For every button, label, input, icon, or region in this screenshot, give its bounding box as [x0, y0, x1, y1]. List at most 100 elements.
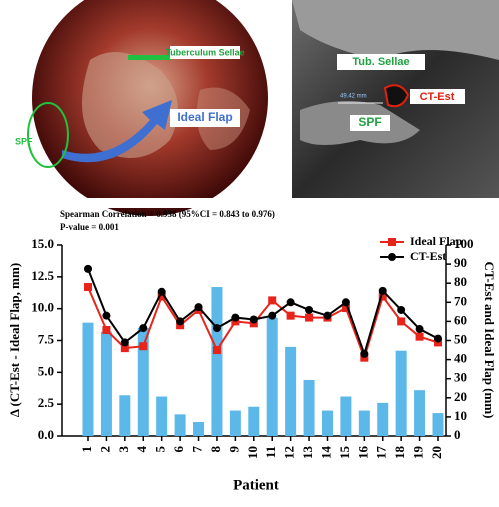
- bar: [229, 410, 241, 436]
- x-tick-label: 5: [153, 446, 168, 453]
- legend-marker: [388, 238, 396, 246]
- marker: [102, 325, 111, 334]
- line: [87, 286, 439, 361]
- x-tick-label: 2: [97, 446, 112, 453]
- marker: [120, 338, 129, 347]
- annotation: P-value = 0.001: [60, 222, 119, 232]
- marker: [323, 311, 332, 320]
- y2-axis-title: CT-Est and Ideal Flap (mm): [482, 262, 497, 419]
- marker: [84, 283, 92, 292]
- y-tick-label: 15.0: [31, 236, 54, 251]
- bar: [193, 421, 205, 436]
- y2-tick-label: 30: [454, 370, 467, 385]
- ct-image: Tub. Sellae CT-Est SPF 49.42 mm: [292, 0, 499, 198]
- x-tick-label: 3: [116, 446, 131, 453]
- marker: [378, 286, 387, 295]
- bar: [340, 396, 352, 436]
- marker: [415, 325, 424, 334]
- y2-tick-label: 80: [454, 274, 467, 289]
- bar: [303, 379, 315, 436]
- bar: [119, 395, 131, 436]
- marker: [84, 264, 92, 273]
- legend-marker: [388, 253, 396, 261]
- marker: [176, 317, 185, 326]
- y2-tick-label: 40: [454, 351, 467, 366]
- bar: [285, 346, 297, 436]
- x-tick-label: 10: [245, 446, 260, 459]
- marker: [139, 342, 148, 351]
- y2-tick-label: 60: [454, 312, 467, 327]
- y-axis-title: Δ (CT-Est - Ideal Flap, mm): [7, 263, 22, 417]
- label: Ideal Flap: [177, 110, 232, 124]
- marker: [102, 311, 111, 320]
- x-tick-label: 19: [411, 446, 426, 460]
- bar: [100, 331, 112, 436]
- y-tick-label: 2.5: [38, 395, 55, 410]
- x-tick-label: 4: [134, 446, 149, 453]
- marker: [139, 324, 148, 333]
- y2-tick-label: 100: [454, 236, 474, 251]
- y2-tick-label: 90: [454, 255, 467, 270]
- marker: [268, 296, 277, 305]
- label: 49.42 mm: [340, 94, 367, 100]
- marker: [286, 298, 295, 307]
- label: Tuberculum Sellae: [165, 47, 244, 57]
- y2-tick-label: 0: [454, 427, 461, 442]
- marker: [434, 334, 442, 343]
- label: Tub. Sellae: [352, 56, 409, 68]
- x-tick-label: 7: [190, 446, 205, 453]
- bar: [82, 322, 94, 436]
- bar: [377, 402, 389, 436]
- marker: [341, 304, 350, 313]
- y2-tick-label: 70: [454, 293, 467, 308]
- marker: [194, 303, 203, 312]
- endoscopic-image: Tuberculum Sellae Ideal Flap SPF: [0, 0, 292, 216]
- legend-label: Ideal Flap: [410, 234, 463, 248]
- x-tick-label: 16: [355, 446, 370, 460]
- marker: [305, 305, 314, 314]
- bar: [211, 287, 223, 436]
- x-tick-label: 1: [79, 446, 94, 453]
- label: CT-Est: [420, 91, 455, 103]
- bar: [414, 390, 426, 436]
- marker: [341, 298, 350, 307]
- y-tick-label: 12.5: [31, 268, 54, 283]
- x-tick-label: 15: [337, 446, 352, 460]
- marker: [212, 324, 221, 333]
- bar: [321, 410, 333, 436]
- x-tick-label: 6: [171, 446, 186, 453]
- marker: [268, 311, 277, 320]
- marker: [120, 344, 129, 353]
- marker: [415, 332, 424, 341]
- y-tick-label: 0.0: [38, 427, 54, 442]
- x-tick-label: 12: [282, 446, 297, 459]
- bar: [174, 414, 186, 436]
- bar: [248, 406, 260, 436]
- y2-tick-label: 20: [454, 389, 467, 404]
- x-tick-label: 20: [429, 446, 444, 459]
- marker: [231, 313, 240, 322]
- x-tick-label: 9: [226, 446, 241, 453]
- marker: [157, 292, 166, 301]
- y-tick-label: 5.0: [38, 363, 54, 378]
- x-tick-label: 13: [300, 446, 315, 460]
- marker: [397, 317, 406, 326]
- x-tick-label: 11: [263, 446, 278, 458]
- marker: [360, 349, 369, 358]
- bar: [358, 410, 370, 436]
- bar: [266, 317, 278, 436]
- marker: [378, 292, 387, 301]
- line: [87, 268, 439, 358]
- x-tick-label: 14: [318, 446, 333, 460]
- marker: [286, 311, 295, 320]
- bar: [137, 327, 149, 436]
- y2-tick-label: 50: [454, 331, 467, 346]
- marker: [212, 346, 221, 355]
- label: SPF: [358, 115, 381, 129]
- marker: [249, 315, 258, 324]
- bar: [432, 413, 444, 436]
- y2-tick-label: 10: [454, 408, 467, 423]
- x-tick-label: 18: [392, 446, 407, 460]
- legend-label: CT-Est: [410, 249, 446, 263]
- marker: [397, 305, 406, 314]
